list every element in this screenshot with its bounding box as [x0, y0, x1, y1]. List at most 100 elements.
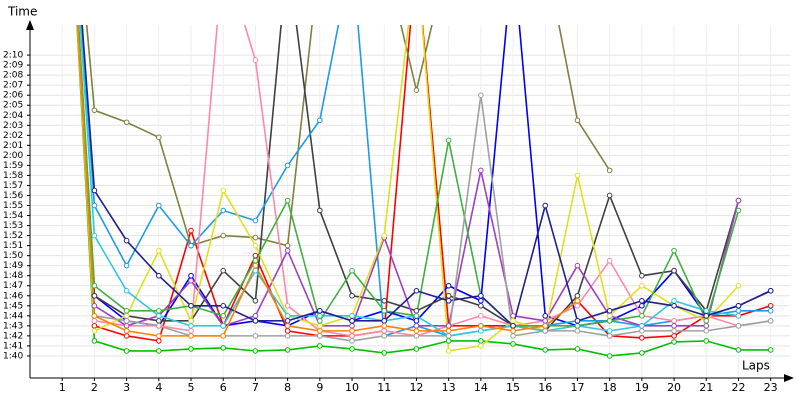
lap-marker	[123, 287, 130, 294]
lap-marker	[349, 292, 355, 299]
lap-marker	[91, 202, 98, 209]
lap-marker	[284, 318, 291, 324]
y-tick-label: 1:45	[3, 301, 23, 311]
lap-marker	[91, 187, 98, 194]
lap-marker	[252, 318, 259, 324]
lap-marker	[349, 338, 355, 344]
lap-marker	[220, 187, 227, 194]
lap-marker	[317, 318, 323, 324]
ticks: 1:401:411:421:431:441:451:461:471:481:49…	[3, 51, 778, 394]
lap-marker	[156, 247, 162, 254]
y-axis-label: Time	[7, 5, 37, 19]
lap-marker	[671, 333, 677, 339]
lap-marker	[252, 267, 259, 274]
y-tick-label: 1:47	[3, 281, 23, 291]
lap-marker	[156, 272, 162, 279]
y-tick-label: 2:09	[3, 61, 23, 71]
lap-marker	[349, 323, 355, 329]
y-tick-label: 1:56	[3, 191, 23, 201]
lap-marker	[91, 318, 98, 324]
lap-marker	[156, 333, 162, 339]
lap-marker	[284, 328, 291, 334]
lap-marker	[478, 302, 484, 309]
x-tick-label: 23	[764, 381, 778, 394]
lap-marker	[156, 308, 162, 314]
series-line	[85, 25, 611, 247]
lap-marker	[220, 232, 227, 239]
x-tick-label: 16	[538, 381, 552, 394]
lap-marker	[156, 202, 162, 209]
lap-marker	[478, 313, 484, 319]
lap-marker	[220, 267, 227, 274]
lap-marker	[639, 282, 645, 289]
lap-marker	[317, 333, 323, 339]
lap-marker	[639, 350, 645, 356]
lap-marker	[574, 346, 581, 352]
lap-marker	[91, 232, 98, 239]
x-tick-label: 9	[316, 381, 323, 394]
lap-marker	[413, 287, 420, 294]
lap-marker	[735, 347, 742, 353]
lap-marker	[91, 328, 98, 334]
x-tick-label: 6	[220, 381, 227, 394]
lap-marker	[735, 282, 742, 289]
lap-marker	[510, 313, 516, 319]
lap-marker	[445, 338, 452, 344]
lap-marker	[478, 292, 484, 299]
lap-marker	[445, 137, 452, 144]
x-tick-label: 4	[155, 381, 162, 394]
lap-marker	[574, 292, 581, 299]
lap-marker	[317, 313, 323, 319]
lap-marker	[123, 318, 130, 324]
lap-marker	[542, 347, 549, 353]
lap-marker	[767, 318, 774, 324]
x-axis-label: Laps	[742, 359, 770, 373]
lap-marker	[252, 57, 259, 63]
x-tick-label: 14	[474, 381, 488, 394]
lap-marker	[123, 237, 130, 244]
plot-area	[76, 25, 774, 359]
lap-marker	[188, 318, 194, 324]
lap-marker	[252, 348, 259, 354]
y-tick-label: 2:05	[3, 101, 23, 111]
lap-marker	[123, 119, 130, 126]
lap-marker	[349, 313, 355, 319]
lap-marker	[381, 323, 388, 329]
lap-marker	[284, 333, 291, 339]
x-tick-label: 3	[123, 381, 130, 394]
lap-marker	[413, 323, 420, 329]
lap-marker	[284, 197, 291, 204]
x-tick-label: 13	[442, 381, 456, 394]
lap-marker	[252, 257, 259, 264]
lap-marker	[220, 207, 227, 214]
lap-marker	[123, 333, 130, 339]
lap-marker	[156, 338, 162, 344]
lap-marker	[703, 338, 710, 344]
lap-marker	[574, 323, 581, 329]
y-tick-label: 1:46	[3, 291, 23, 301]
y-tick-label: 1:59	[3, 161, 23, 171]
lap-marker	[91, 302, 98, 309]
lap-marker	[606, 353, 613, 359]
lap-marker	[445, 328, 452, 334]
y-tick-label: 2:02	[3, 131, 23, 141]
y-axis-arrow	[26, 20, 34, 30]
lap-marker	[478, 343, 484, 349]
lap-marker	[413, 308, 420, 314]
lap-marker	[252, 313, 259, 319]
y-tick-label: 2:03	[3, 121, 23, 131]
y-tick-label: 1:51	[3, 241, 23, 251]
lap-marker	[381, 350, 388, 356]
lap-marker	[91, 282, 98, 289]
series-line	[76, 25, 771, 342]
lap-marker	[381, 333, 388, 339]
lap-marker	[284, 313, 291, 319]
lap-marker	[671, 323, 677, 329]
lap-marker	[156, 323, 162, 329]
lap-marker	[606, 308, 613, 314]
lap-marker	[671, 302, 677, 309]
lap-marker	[574, 297, 581, 304]
lap-marker	[188, 277, 194, 284]
lap-marker	[91, 313, 98, 319]
lap-marker	[156, 348, 162, 354]
